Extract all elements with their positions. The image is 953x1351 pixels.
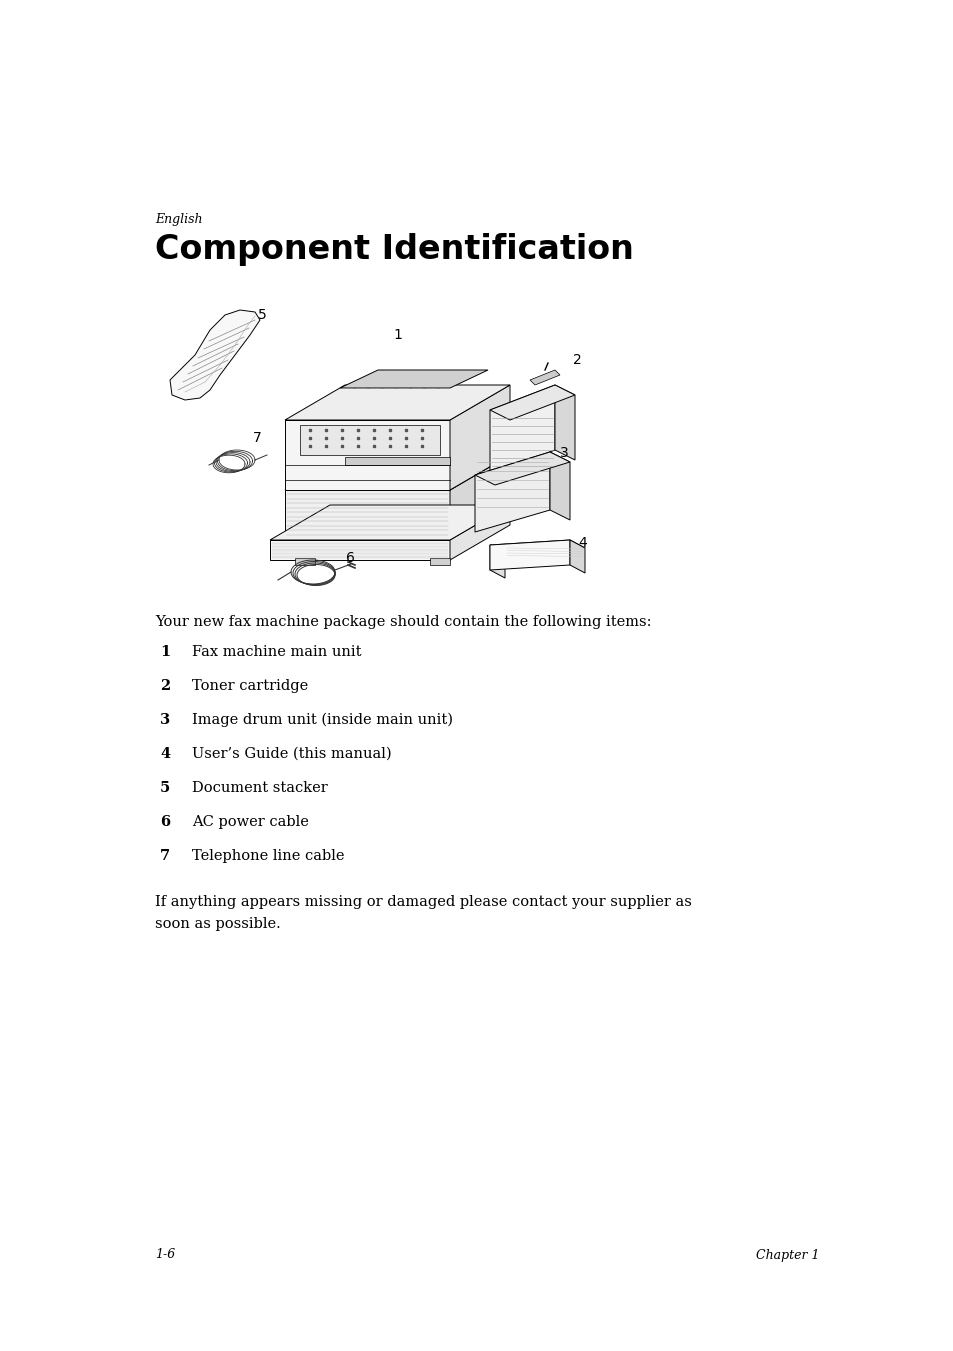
Text: User’s Guide (this manual): User’s Guide (this manual) xyxy=(192,747,392,761)
Polygon shape xyxy=(285,420,450,490)
Polygon shape xyxy=(430,558,450,565)
Text: If anything appears missing or damaged please contact your supplier as: If anything appears missing or damaged p… xyxy=(154,894,691,909)
Text: Telephone line cable: Telephone line cable xyxy=(192,848,344,863)
Text: 6: 6 xyxy=(160,815,170,830)
Text: 6: 6 xyxy=(346,551,355,565)
Polygon shape xyxy=(490,540,569,570)
Polygon shape xyxy=(490,544,504,578)
Polygon shape xyxy=(530,370,559,385)
Polygon shape xyxy=(170,309,260,400)
Polygon shape xyxy=(555,385,575,459)
Polygon shape xyxy=(490,385,555,476)
Polygon shape xyxy=(550,453,569,520)
Text: 7: 7 xyxy=(253,431,261,444)
Text: 1: 1 xyxy=(393,328,401,342)
Polygon shape xyxy=(285,490,450,540)
Polygon shape xyxy=(475,453,550,532)
Polygon shape xyxy=(270,505,510,540)
Polygon shape xyxy=(299,426,439,455)
Text: 5: 5 xyxy=(160,781,170,794)
Text: AC power cable: AC power cable xyxy=(192,815,309,830)
Polygon shape xyxy=(285,455,510,490)
Text: 2: 2 xyxy=(573,353,581,367)
Polygon shape xyxy=(270,540,450,561)
Text: English: English xyxy=(154,213,202,226)
Polygon shape xyxy=(475,453,569,485)
Text: 3: 3 xyxy=(160,713,170,727)
Text: 3: 3 xyxy=(559,446,568,459)
Text: Fax machine main unit: Fax machine main unit xyxy=(192,644,361,659)
Text: 7: 7 xyxy=(160,848,170,863)
Polygon shape xyxy=(569,540,584,573)
Polygon shape xyxy=(294,558,314,565)
Polygon shape xyxy=(339,370,488,388)
Text: Component Identification: Component Identification xyxy=(154,232,633,266)
Text: soon as possible.: soon as possible. xyxy=(154,917,280,931)
Text: Your new fax machine package should contain the following items:: Your new fax machine package should cont… xyxy=(154,615,651,630)
Polygon shape xyxy=(450,505,510,561)
Polygon shape xyxy=(450,385,510,490)
Text: 1-6: 1-6 xyxy=(154,1248,175,1262)
Text: 4: 4 xyxy=(578,536,586,550)
Text: Chapter 1: Chapter 1 xyxy=(756,1248,820,1262)
Polygon shape xyxy=(345,457,450,465)
Polygon shape xyxy=(285,385,510,420)
Text: 2: 2 xyxy=(160,680,170,693)
Text: 4: 4 xyxy=(160,747,170,761)
Polygon shape xyxy=(450,455,510,540)
Text: Toner cartridge: Toner cartridge xyxy=(192,680,308,693)
Text: Image drum unit (inside main unit): Image drum unit (inside main unit) xyxy=(192,713,453,727)
Polygon shape xyxy=(490,540,584,553)
Text: 5: 5 xyxy=(257,308,267,322)
Polygon shape xyxy=(490,385,575,420)
Text: 1: 1 xyxy=(160,644,170,659)
Text: Document stacker: Document stacker xyxy=(192,781,328,794)
